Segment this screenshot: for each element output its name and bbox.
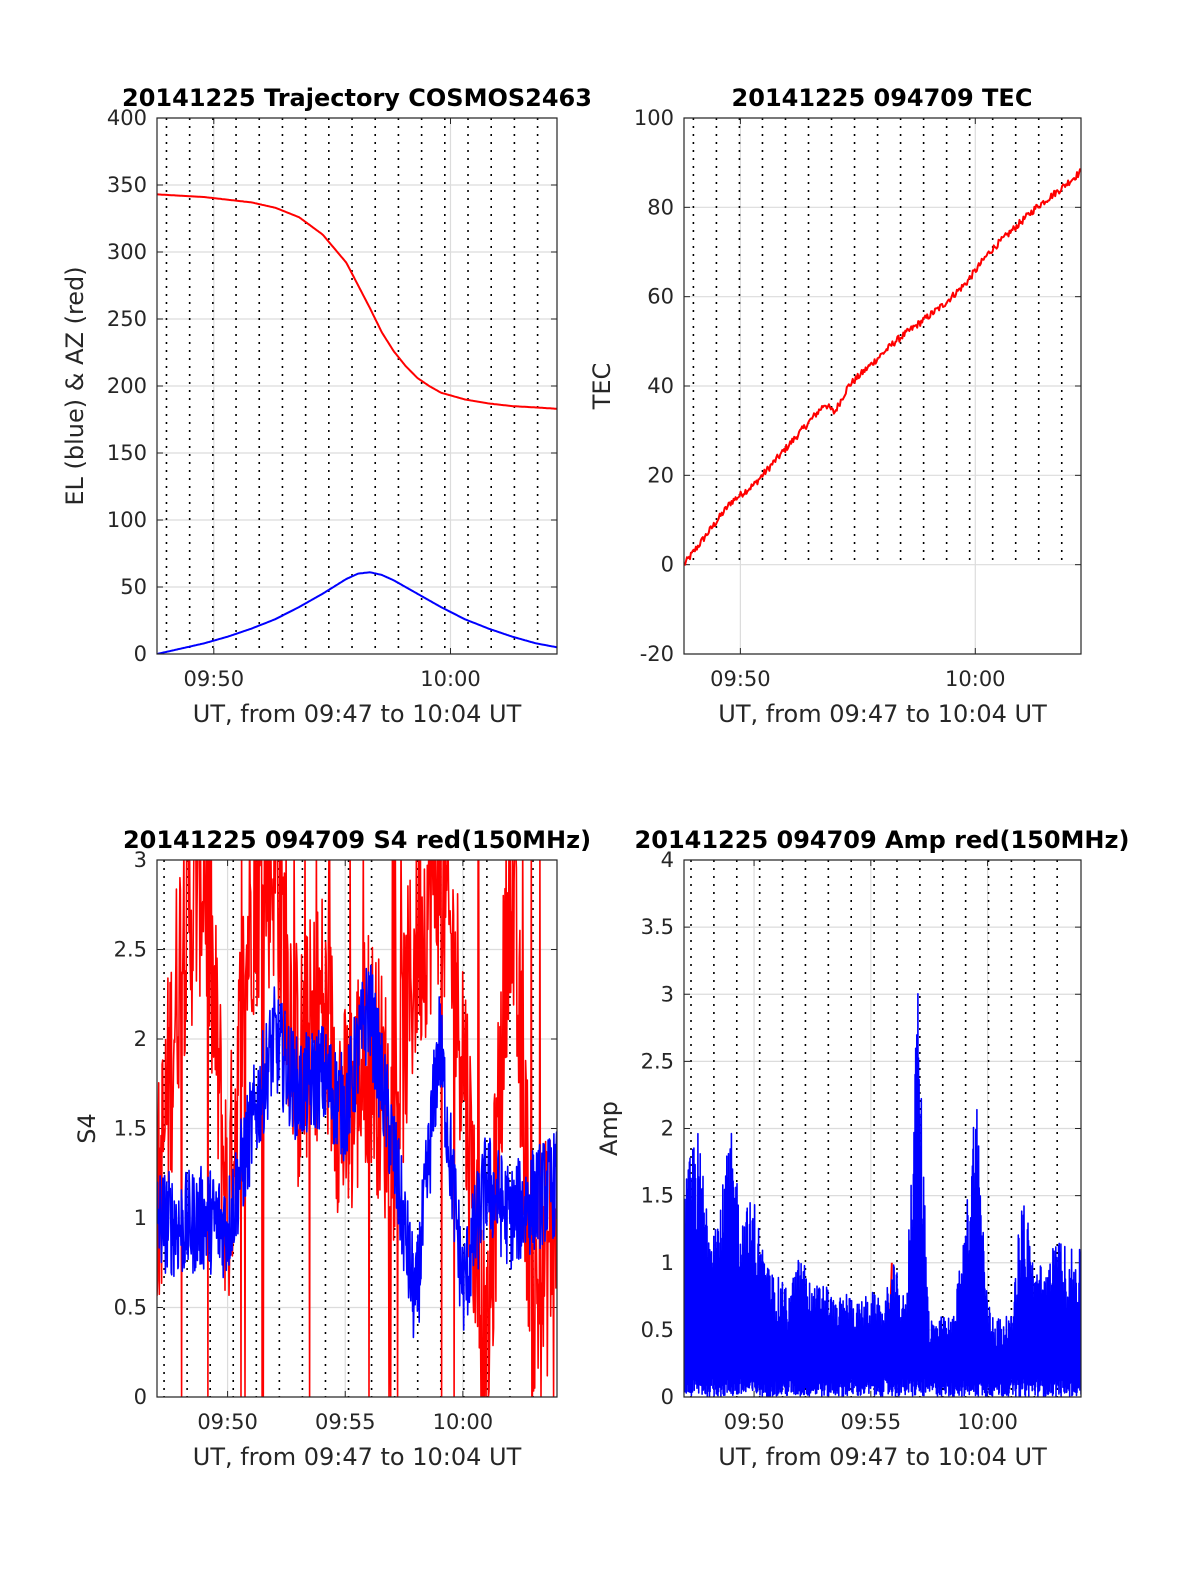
chart-title: 20141225 094709 Amp red(150MHz): [635, 826, 1130, 854]
x-tick-label: 09:55: [315, 1410, 376, 1434]
chart-title: 20141225 Trajectory COSMOS2463: [122, 84, 592, 112]
y-tick-label: 50: [120, 575, 147, 599]
x-axis-label: UT, from 09:47 to 10:04 UT: [193, 700, 522, 728]
y-tick-label: 100: [634, 106, 674, 130]
y-axis-label: EL (blue) & AZ (red): [61, 266, 89, 505]
y-tick-label: 300: [107, 240, 147, 264]
y-tick-label: 0: [134, 1385, 147, 1409]
axes-frame: [683, 859, 1082, 1398]
y-axis-label: TEC: [588, 363, 616, 411]
y-tick-label: 0: [661, 1385, 674, 1409]
y-axis-label: S4: [73, 1113, 101, 1144]
y-tick-label: 0: [661, 553, 674, 577]
y-tick-label: 80: [647, 195, 674, 219]
x-tick-label: 09:55: [841, 1410, 902, 1434]
y-tick-label: 250: [107, 307, 147, 331]
y-tick-label: 2: [661, 1117, 674, 1141]
y-tick-label: 100: [107, 508, 147, 532]
y-tick-label: 0.5: [114, 1296, 147, 1320]
y-tick-label: 0.5: [641, 1318, 674, 1342]
chart-panel-4: 0 0.5 1 1.5 2 2.5 3 3.5 4 09:50 09:55 10:00 20141225…: [595, 826, 1129, 1471]
y-tick-label: 2.5: [641, 1049, 674, 1073]
y-tick-label: 0: [134, 642, 147, 666]
y-tick-label: 3: [134, 848, 147, 872]
axes-frame: [156, 859, 558, 1398]
series-line-1: [157, 193, 557, 410]
x-tick-label: 10:00: [957, 1410, 1018, 1434]
y-tick-label: 1: [134, 1206, 147, 1230]
y-tick-label: 1.5: [641, 1184, 674, 1208]
y-tick-label: 200: [107, 374, 147, 398]
series-line-2: [157, 571, 557, 654]
x-axis-label: UT, from 09:47 to 10:04 UT: [718, 1443, 1047, 1471]
y-tick-label: 3: [661, 982, 674, 1006]
y-tick-label: 4: [661, 848, 674, 872]
x-tick-label: 10:00: [433, 1410, 494, 1434]
x-tick-label: 09:50: [710, 667, 771, 691]
axes-frame: [156, 117, 558, 655]
y-tick-label: 350: [107, 173, 147, 197]
chart-title: 20141225 094709 S4 red(150MHz): [123, 826, 591, 854]
series-group: [684, 168, 1081, 566]
series-group: [157, 860, 557, 1397]
x-tick-label: 09:50: [724, 1410, 785, 1434]
y-tick-label: -20: [640, 642, 674, 666]
x-tick-label: 10:00: [420, 667, 481, 691]
y-tick-label: 3.5: [641, 915, 674, 939]
y-axis-label: Amp: [595, 1101, 623, 1156]
y-tick-label: 1.5: [114, 1117, 147, 1141]
y-tick-label: 1: [661, 1251, 674, 1275]
y-tick-label: 20: [647, 463, 674, 487]
y-tick-label: 40: [647, 374, 674, 398]
chart-title: 20141225 094709 TEC: [732, 84, 1033, 112]
chart-panel-1: 0 50 100 150 200 250 300 350 400 09:50 10:00 201412…: [61, 84, 592, 728]
x-axis-label: UT, from 09:47 to 10:04 UT: [718, 700, 1047, 728]
y-tick-label: 60: [647, 285, 674, 309]
y-tick-label: 150: [107, 441, 147, 465]
chart-panel-3: 0 0.5 1 1.5 2 2.5 3 09:50 09:55 10:00 20141225 094…: [73, 826, 591, 1471]
y-tick-label: 400: [107, 106, 147, 130]
axes-frame: [683, 117, 1082, 655]
series-line-2: [157, 964, 557, 1339]
y-tick-label: 2: [134, 1027, 147, 1051]
y-tick-label: 2.5: [114, 938, 147, 962]
x-tick-label: 09:50: [184, 667, 245, 691]
x-tick-label: 10:00: [945, 667, 1006, 691]
x-axis-label: UT, from 09:47 to 10:04 UT: [193, 1443, 522, 1471]
series-line-1: [684, 168, 1081, 566]
chart-panel-2: -20 0 20 40 60 80 100 09:50 10:00 20141225 094709…: [588, 84, 1082, 728]
x-tick-label: 09:50: [197, 1410, 258, 1434]
series-group: [157, 193, 557, 654]
